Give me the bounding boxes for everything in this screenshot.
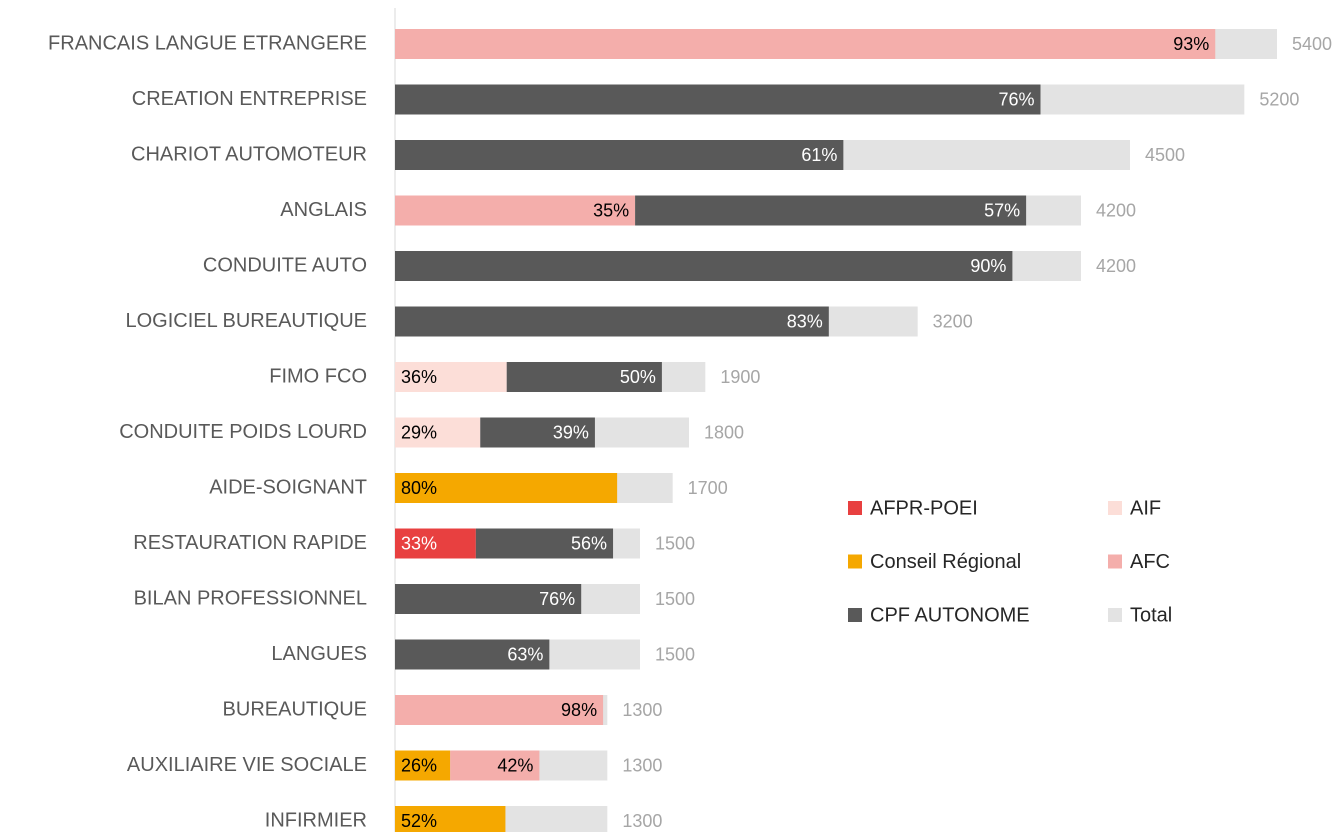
bar-segment (395, 29, 1216, 59)
data-label: 76% (539, 589, 575, 609)
bar-segment (395, 695, 604, 725)
total-label: 4200 (1096, 200, 1136, 220)
category-label: BUREAUTIQUE (223, 698, 367, 720)
bar-segment (395, 417, 481, 448)
total-label: 5400 (1292, 34, 1332, 54)
legend-label: Total (1130, 604, 1172, 626)
category-label: RESTAURATION RAPIDE (133, 532, 367, 554)
legend-label: Conseil Régional (870, 551, 1021, 573)
bar-segment (395, 639, 550, 670)
category-label: CREATION ENTREPRISE (132, 88, 367, 110)
total-label: 1500 (655, 644, 695, 664)
data-label: 52% (401, 811, 437, 831)
category-label: CONDUITE POIDS LOURD (119, 421, 367, 443)
category-label: FRANCAIS LANGUE ETRANGERE (48, 32, 367, 54)
bar-segment (395, 473, 618, 503)
data-label: 93% (1173, 34, 1209, 54)
bar-segment (395, 750, 451, 781)
bar-segment (395, 584, 582, 614)
total-label: 1500 (655, 589, 695, 609)
legend-label: AFPR-POEI (870, 497, 978, 519)
legend-swatch (1108, 501, 1122, 515)
bar-segment (395, 806, 506, 832)
data-label: 50% (620, 367, 656, 387)
total-label: 1900 (720, 367, 760, 387)
bar-segment (395, 528, 476, 559)
bar-segment (395, 140, 844, 170)
data-label: 63% (507, 644, 543, 664)
data-label: 42% (497, 755, 533, 775)
data-label: 98% (561, 700, 597, 720)
bar-segment (635, 195, 1027, 226)
category-label: AIDE-SOIGNANT (209, 476, 367, 498)
bar-segment (506, 362, 662, 392)
data-label: 29% (401, 422, 437, 442)
legend-label: CPF AUTONOME (870, 604, 1030, 626)
category-label: CONDUITE AUTO (203, 254, 367, 276)
legend-label: AIF (1130, 497, 1161, 519)
total-label: 1500 (655, 533, 695, 553)
data-label: 76% (998, 89, 1034, 109)
category-label: INFIRMIER (265, 809, 367, 831)
legend-swatch (848, 554, 862, 569)
data-label: 33% (401, 533, 437, 553)
data-label: 36% (401, 367, 437, 387)
legend-label: AFC (1130, 551, 1170, 573)
total-label: 4500 (1145, 145, 1185, 165)
data-label: 56% (571, 533, 607, 553)
total-label: 3200 (933, 311, 973, 331)
data-label: 57% (984, 200, 1020, 220)
legend-swatch (848, 608, 862, 622)
bar-segment (395, 251, 1013, 281)
data-label: 83% (787, 311, 823, 331)
bar-segment (395, 362, 507, 392)
total-label: 1300 (622, 700, 662, 720)
total-label: 1300 (622, 811, 662, 831)
category-label: LANGUES (271, 643, 367, 665)
category-label: ANGLAIS (280, 199, 367, 221)
category-label: LOGICIEL BUREAUTIQUE (125, 310, 367, 332)
total-label: 1700 (688, 478, 728, 498)
total-label: 5200 (1259, 89, 1299, 109)
data-label: 26% (401, 755, 437, 775)
category-label: BILAN PROFESSIONNEL (134, 587, 367, 609)
bar-segment (395, 84, 1041, 115)
bar-segment (395, 195, 636, 226)
data-label: 80% (401, 478, 437, 498)
bar-segment (450, 750, 540, 781)
legend-swatch (1108, 554, 1122, 569)
data-label: 90% (970, 256, 1006, 276)
bar-segment (475, 528, 614, 559)
category-label: AUXILIAIRE VIE SOCIALE (127, 754, 367, 776)
category-label: FIMO FCO (269, 365, 367, 387)
total-label: 1800 (704, 422, 744, 442)
legend-swatch (1108, 608, 1122, 622)
total-label: 1300 (622, 755, 662, 775)
data-label: 61% (801, 145, 837, 165)
legend-swatch (848, 501, 862, 515)
data-label: 39% (553, 422, 589, 442)
data-label: 35% (593, 200, 629, 220)
bar-segment (480, 417, 595, 448)
category-label: CHARIOT AUTOMOTEUR (131, 143, 367, 165)
bar-segment (395, 306, 829, 337)
total-label: 4200 (1096, 256, 1136, 276)
